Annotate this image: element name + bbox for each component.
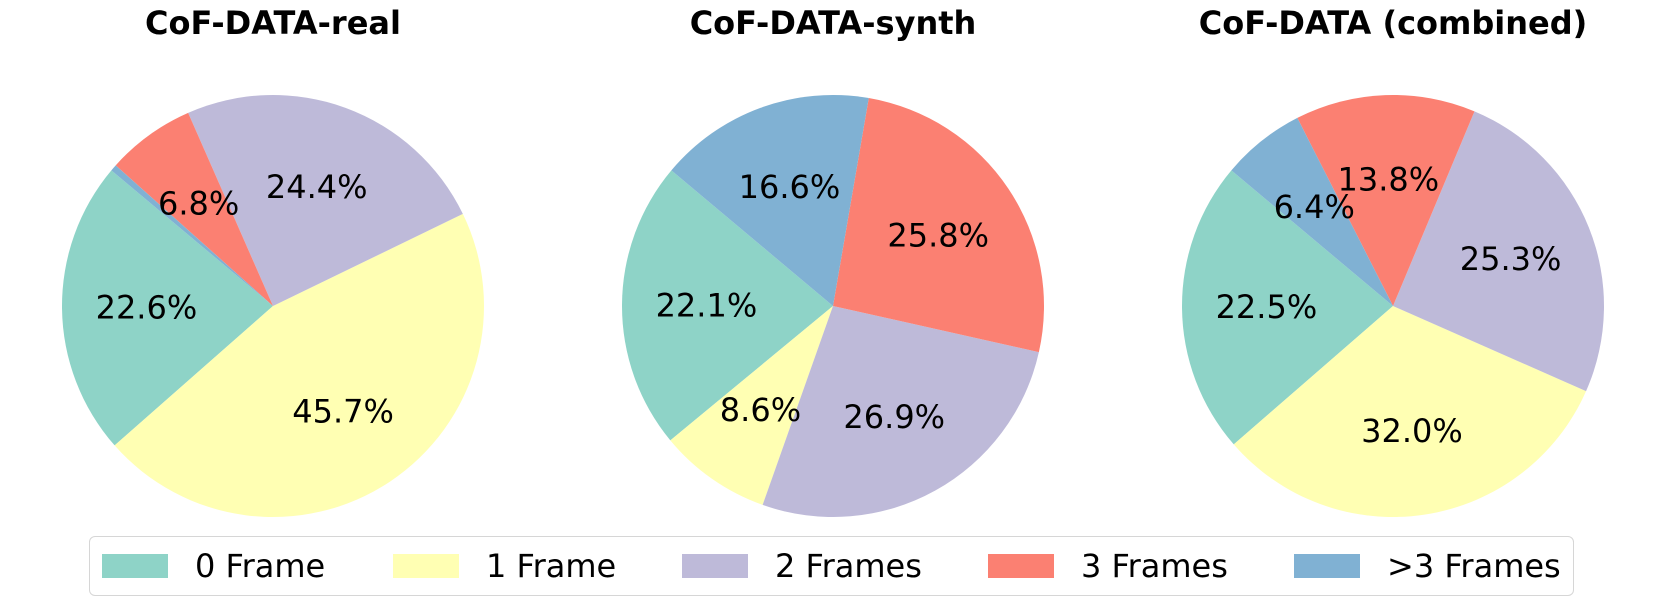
legend-item-2-frames: 2 Frames [682, 537, 922, 595]
pie-title-2: CoF-DATA-synth [690, 4, 977, 42]
pie-slice-gt3-frames [671, 94, 869, 306]
pie-label-2-frames: 25.3% [1460, 240, 1562, 278]
legend-swatch-gt3-frames [1294, 554, 1360, 578]
pie-slice-2-frames [188, 95, 463, 306]
pie-label-3-frames: 25.8% [887, 217, 989, 255]
pie-slice-gt3-frames [111, 165, 273, 306]
pie-label-0-frame: 22.1% [656, 287, 758, 325]
pie-title-1: CoF-DATA-real [145, 4, 401, 42]
legend: 0 Frame 1 Frame 2 Frames 3 Frames >3 Fra… [89, 536, 1574, 596]
pie-label-0-frame: 22.5% [1216, 288, 1318, 326]
pie-slice-gt3-frames [1231, 117, 1393, 307]
legend-swatch-3-frames [988, 554, 1054, 578]
pie-slice-0-frame [1181, 170, 1393, 445]
pie-label-1-frame: 32.0% [1361, 412, 1463, 450]
legend-swatch-1-frame [393, 554, 459, 578]
pie-label-3-frames: 13.8% [1337, 160, 1439, 198]
pie-label-gt3-frames: 16.6% [739, 168, 841, 206]
pie-label-1-frame: 8.6% [720, 391, 801, 429]
pie-slice-3-frames [115, 112, 274, 307]
pie-chart-3: CoF-DATA (combined) 22.5% 32.0% 25.3% 13.8%6… [1181, 4, 1605, 518]
legend-label-0-frame: 0 Frame [195, 547, 326, 585]
legend-swatch-2-frames [682, 554, 748, 578]
legend-item-3-frames: 3 Frames [988, 537, 1228, 595]
pie-label-3-frames: 6.8% [158, 185, 239, 223]
pie-slice-3-frames [1297, 94, 1475, 306]
pie-slice-1-frame [670, 306, 833, 505]
legend-label-2-frames: 2 Frames [775, 547, 922, 585]
pie-slice-3-frames [833, 98, 1044, 353]
legend-item-0-frame: 0 Frame [102, 537, 325, 595]
pie-label-gt3-frames: 6.4% [1274, 188, 1355, 226]
pie-slice-0-frame [61, 170, 273, 446]
pie-label-0-frame: 22.6% [96, 289, 198, 327]
pie-label-2-frames: 24.4% [266, 168, 368, 206]
pie-slice-2-frames [762, 306, 1039, 517]
pie-slice-1-frame [1233, 306, 1587, 518]
legend-label-1-frame: 1 Frame [486, 547, 617, 585]
legend-label-gt3-frames: >3 Frames [1387, 547, 1561, 585]
legend-swatch-0-frame [102, 554, 168, 578]
pie-slice-2-frames [1393, 111, 1605, 392]
pie-title-3: CoF-DATA (combined) [1199, 4, 1588, 42]
pie-label-1-frame: 45.7% [292, 392, 394, 430]
pie-slice-0-frame [621, 170, 833, 441]
legend-item-gt3-frames: >3 Frames [1294, 537, 1561, 595]
pie-slice-1-frame [114, 213, 485, 518]
legend-item-1-frame: 1 Frame [393, 537, 616, 595]
legend-label-3-frames: 3 Frames [1081, 547, 1228, 585]
pie-chart-1: CoF-DATA-real 22.6% 45.7% 24.4% 6.8% [61, 4, 485, 518]
pie-chart-2: CoF-DATA-synth 22.1% 8.6% 26.9% 25.8% 16.6% [621, 4, 1044, 517]
pie-label-2-frames: 26.9% [843, 398, 945, 436]
